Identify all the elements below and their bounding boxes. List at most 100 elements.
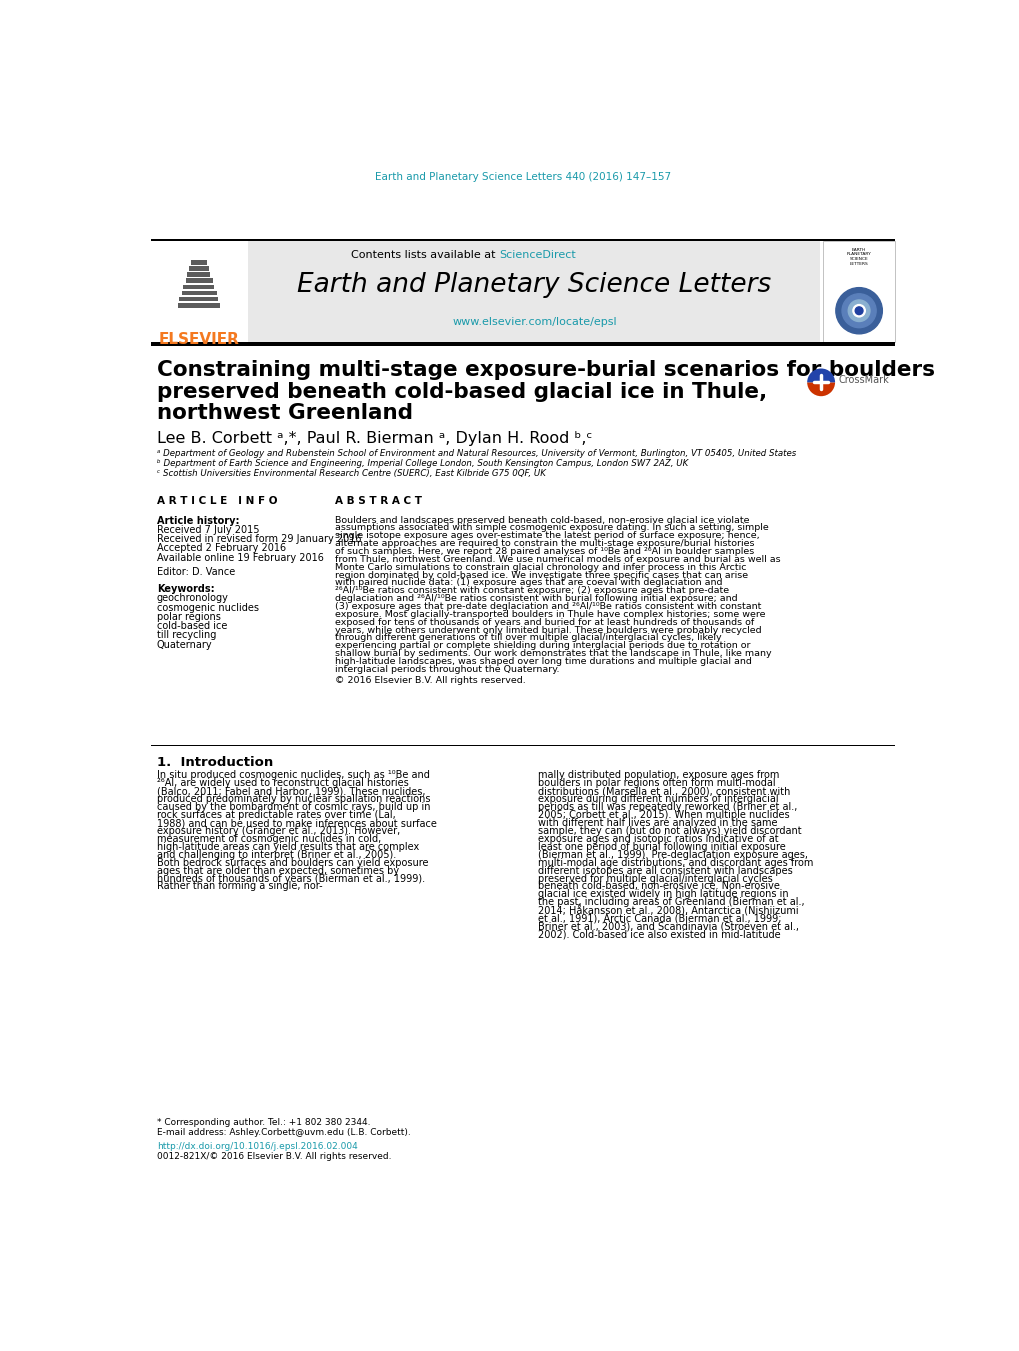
Text: Received 7 July 2015: Received 7 July 2015 [157, 524, 259, 535]
Bar [185, 278, 213, 282]
Text: ²⁶Al, are widely used to reconstruct glacial histories: ²⁶Al, are widely used to reconstruct gla… [157, 778, 409, 789]
Text: shallow burial by sediments. Our work demonstrates that the landscape in Thule, : shallow burial by sediments. Our work de… [335, 648, 771, 658]
Text: with different half lives are analyzed in the same: with different half lives are analyzed i… [538, 817, 777, 828]
Text: exposure during different numbers of interglacial: exposure during different numbers of int… [538, 794, 779, 804]
Text: assumptions associated with simple cosmogenic exposure dating. In such a setting: assumptions associated with simple cosmo… [335, 523, 768, 532]
Text: boulders in polar regions often form multi-modal: boulders in polar regions often form mul… [538, 778, 775, 789]
Text: © 2016 Elsevier B.V. All rights reserved.: © 2016 Elsevier B.V. All rights reserved… [335, 676, 526, 685]
Circle shape [854, 307, 862, 315]
Text: ᵇ Department of Earth Science and Engineering, Imperial College London, South Ke: ᵇ Department of Earth Science and Engine… [157, 459, 688, 469]
Text: mally distributed population, exposure ages from: mally distributed population, exposure a… [538, 770, 779, 781]
Text: region dominated by cold-based ice. We investigate three specific cases that can: region dominated by cold-based ice. We i… [335, 570, 748, 580]
Text: Editor: D. Vance: Editor: D. Vance [157, 567, 235, 577]
Text: ᶜ Scottish Universities Environmental Research Centre (SUERC), East Kilbride G75: ᶜ Scottish Universities Environmental Re… [157, 469, 545, 478]
Text: A R T I C L E   I N F O: A R T I C L E I N F O [157, 496, 277, 505]
Circle shape [835, 288, 881, 334]
Bar [151, 239, 894, 242]
Text: Both bedrock surfaces and boulders can yield exposure: Both bedrock surfaces and boulders can y… [157, 858, 428, 867]
Circle shape [848, 300, 869, 322]
Bar [248, 242, 819, 342]
Text: years, while others underwent only limited burial. These boulders were probably : years, while others underwent only limit… [335, 626, 761, 635]
Text: preserved for multiple glacial/interglacial cycles: preserved for multiple glacial/interglac… [538, 874, 772, 884]
Text: high-latitude landscapes, was shaped over long time durations and multiple glaci: high-latitude landscapes, was shaped ove… [335, 657, 751, 666]
Bar [151, 342, 894, 346]
Circle shape [852, 304, 864, 317]
Text: Boulders and landscapes preserved beneath cold-based, non-erosive glacial ice vi: Boulders and landscapes preserved beneat… [335, 516, 749, 524]
Bar [190, 266, 209, 270]
Text: Monte Carlo simulations to constrain glacial chronology and infer process in thi: Monte Carlo simulations to constrain gla… [335, 562, 746, 571]
Text: Briner et al., 2003), and Scandinavia (Stroeven et al.,: Briner et al., 2003), and Scandinavia (S… [538, 921, 799, 931]
Text: Received in revised form 29 January 2016: Received in revised form 29 January 2016 [157, 534, 361, 544]
Bar [187, 273, 210, 277]
Wedge shape [806, 382, 835, 396]
Text: ²⁶Al/¹⁰Be ratios consistent with constant exposure; (2) exposure ages that pre-d: ²⁶Al/¹⁰Be ratios consistent with constan… [335, 586, 729, 596]
Text: EARTH
PLANETARY
SCIENCE
LETTERS: EARTH PLANETARY SCIENCE LETTERS [846, 247, 870, 266]
Text: glacial ice existed widely in high latitude regions in: glacial ice existed widely in high latit… [538, 889, 788, 900]
Text: beneath cold-based, non-erosive ice. Non-erosive: beneath cold-based, non-erosive ice. Non… [538, 881, 780, 892]
Text: Article history:: Article history: [157, 516, 239, 526]
Text: www.elsevier.com/locate/epsl: www.elsevier.com/locate/epsl [451, 317, 616, 327]
Text: least one period of burial following initial exposure: least one period of burial following ini… [538, 842, 786, 851]
Text: exposure. Most glacially-transported boulders in Thule have complex histories; s: exposure. Most glacially-transported bou… [335, 609, 765, 619]
Text: Earth and Planetary Science Letters 440 (2016) 147–157: Earth and Planetary Science Letters 440 … [374, 172, 671, 182]
Text: experiencing partial or complete shielding during interglacial periods due to ro: experiencing partial or complete shieldi… [335, 642, 750, 650]
Text: ᵃ Department of Geology and Rubenstein School of Environment and Natural Resourc: ᵃ Department of Geology and Rubenstein S… [157, 450, 796, 458]
Text: and challenging to interpret (Briner et al., 2005).: and challenging to interpret (Briner et … [157, 850, 395, 859]
Bar [822, 242, 894, 342]
Text: Contents lists available at: Contents lists available at [352, 250, 499, 259]
Text: * Corresponding author. Tel.: +1 802 380 2344.: * Corresponding author. Tel.: +1 802 380… [157, 1117, 370, 1127]
Text: different isotopes are all consistent with landscapes: different isotopes are all consistent wi… [538, 866, 792, 875]
Text: E-mail address: Ashley.Corbett@uvm.edu (L.B. Corbett).: E-mail address: Ashley.Corbett@uvm.edu (… [157, 1128, 411, 1136]
Text: measurement of cosmogenic nuclides in cold,: measurement of cosmogenic nuclides in co… [157, 834, 381, 844]
Text: deglaciation and ²⁶Al/¹⁰Be ratios consistent with burial following initial expos: deglaciation and ²⁶Al/¹⁰Be ratios consis… [335, 594, 737, 603]
Text: multi-modal age distributions, and discordant ages from: multi-modal age distributions, and disco… [538, 858, 813, 867]
Text: 2005; Corbett et al., 2015). When multiple nuclides: 2005; Corbett et al., 2015). When multip… [538, 811, 789, 820]
Wedge shape [806, 369, 835, 382]
Text: Rather than forming a single, nor-: Rather than forming a single, nor- [157, 881, 322, 892]
Text: 1988) and can be used to make inferences about surface: 1988) and can be used to make inferences… [157, 817, 436, 828]
Text: (Bierman et al., 1999). Pre-deglaciation exposure ages,: (Bierman et al., 1999). Pre-deglaciation… [538, 850, 807, 859]
Text: 2002). Cold-based ice also existed in mid-latitude: 2002). Cold-based ice also existed in mi… [538, 929, 781, 939]
Text: interglacial periods throughout the Quaternary.: interglacial periods throughout the Quat… [335, 665, 559, 674]
Text: preserved beneath cold-based glacial ice in Thule,: preserved beneath cold-based glacial ice… [157, 381, 766, 401]
Text: Available online 19 February 2016: Available online 19 February 2016 [157, 553, 323, 562]
Text: exposure ages and isotopic ratios indicative of at: exposure ages and isotopic ratios indica… [538, 834, 779, 844]
Text: Lee B. Corbett ᵃ,*, Paul R. Bierman ᵃ, Dylan H. Rood ᵇ,ᶜ: Lee B. Corbett ᵃ,*, Paul R. Bierman ᵃ, D… [157, 431, 592, 446]
Text: ScienceDirect: ScienceDirect [499, 250, 576, 259]
Text: 2014; Håkansson et al., 2008), Antarctica (Nishiizumi: 2014; Håkansson et al., 2008), Antarctic… [538, 905, 798, 916]
Bar [177, 303, 220, 308]
Text: et al., 1991), Arctic Canada (Bierman et al., 1999;: et al., 1991), Arctic Canada (Bierman et… [538, 913, 781, 923]
Bar [191, 259, 206, 265]
Text: high-latitude areas can yield results that are complex: high-latitude areas can yield results th… [157, 842, 419, 851]
Text: periods as till was repeatedly reworked (Briner et al.,: periods as till was repeatedly reworked … [538, 802, 797, 812]
Text: Earth and Planetary Science Letters: Earth and Planetary Science Letters [297, 273, 770, 299]
Text: produced predominately by nuclear spallation reactions: produced predominately by nuclear spalla… [157, 794, 430, 804]
Text: cold-based ice: cold-based ice [157, 621, 227, 631]
Text: the past, including areas of Greenland (Bierman et al.,: the past, including areas of Greenland (… [538, 897, 804, 908]
Text: northwest Greenland: northwest Greenland [157, 403, 413, 423]
Text: with paired nuclide data: (1) exposure ages that are coeval with deglaciation an: with paired nuclide data: (1) exposure a… [335, 578, 722, 588]
Text: 0012-821X/© 2016 Elsevier B.V. All rights reserved.: 0012-821X/© 2016 Elsevier B.V. All right… [157, 1152, 391, 1162]
Text: cosmogenic nuclides: cosmogenic nuclides [157, 603, 259, 612]
Text: sample, they can (but do not always) yield discordant: sample, they can (but do not always) yie… [538, 825, 801, 836]
Text: Constraining multi-stage exposure-burial scenarios for boulders: Constraining multi-stage exposure-burial… [157, 359, 934, 380]
Text: alternate approaches are required to constrain the multi-stage exposure/burial h: alternate approaches are required to con… [335, 539, 754, 549]
Text: ages that are older than expected, sometimes by: ages that are older than expected, somet… [157, 866, 398, 875]
Text: ELSEVIER: ELSEVIER [158, 332, 239, 347]
Circle shape [842, 293, 875, 328]
Bar [183, 285, 214, 289]
Text: from Thule, northwest Greenland. We use numerical models of exposure and burial : from Thule, northwest Greenland. We use … [335, 555, 781, 563]
Bar [179, 297, 218, 301]
Text: exposure history (Granger et al., 2013). However,: exposure history (Granger et al., 2013).… [157, 825, 399, 836]
Text: till recycling: till recycling [157, 631, 216, 640]
Text: In situ produced cosmogenic nuclides, such as ¹⁰Be and: In situ produced cosmogenic nuclides, su… [157, 770, 429, 781]
Text: distributions (Marsella et al., 2000), consistent with: distributions (Marsella et al., 2000), c… [538, 786, 790, 796]
Text: geochronology: geochronology [157, 593, 228, 604]
Text: rock surfaces at predictable rates over time (Lal,: rock surfaces at predictable rates over … [157, 811, 395, 820]
Text: through different generations of till over multiple glacial/interglacial cycles,: through different generations of till ov… [335, 634, 721, 642]
Text: exposed for tens of thousands of years and buried for at least hundreds of thous: exposed for tens of thousands of years a… [335, 617, 754, 627]
Text: of such samples. Here, we report 28 paired analyses of ¹⁰Be and ²⁶Al in boulder : of such samples. Here, we report 28 pair… [335, 547, 754, 557]
Text: polar regions: polar regions [157, 612, 220, 621]
Text: Quaternary: Quaternary [157, 639, 212, 650]
Text: caused by the bombardment of cosmic rays, build up in: caused by the bombardment of cosmic rays… [157, 802, 430, 812]
